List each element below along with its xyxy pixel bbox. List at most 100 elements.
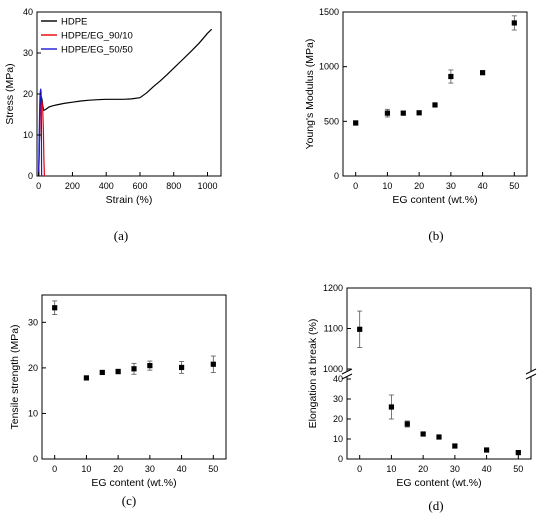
axis-break-slash: [341, 368, 353, 375]
y-axis-label: Young's Modulus (MPa): [304, 39, 316, 150]
data-point: [420, 431, 426, 437]
x-axis-label: EG content (wt.%): [91, 477, 176, 489]
data-point: [400, 110, 406, 116]
axis-break-slash: [525, 373, 537, 380]
y-tick-label: 10: [333, 434, 343, 444]
data-point: [452, 443, 458, 449]
legend-entry: HDPE/EG_50/50: [61, 45, 133, 56]
data-point: [479, 70, 486, 76]
x-tick-label: 200: [65, 181, 80, 191]
y-tick-label: 1200: [323, 283, 343, 293]
y-tick-label: 0: [28, 171, 33, 181]
x-tick-label: 10: [382, 181, 392, 191]
y-tick-label: 10: [28, 408, 38, 418]
panel-caption: (a): [114, 228, 128, 243]
y-tick-label: 10: [23, 130, 33, 140]
panel-caption: (b): [428, 228, 443, 243]
panel-c: 0 10 20 30 40 50 EG content (wt.%) 0 10 20 30 Tensi…: [9, 294, 227, 508]
data-point: [210, 361, 216, 367]
y-tick-label: 30: [23, 48, 33, 58]
y-tick-label: 1500: [319, 7, 339, 17]
y-tick-label: 500: [324, 116, 339, 126]
y-tick-label: 1000: [323, 364, 343, 374]
panel-caption: (c): [122, 493, 136, 508]
x-tick-label: 50: [509, 181, 519, 191]
x-tick-label: 40: [482, 464, 492, 474]
x-tick-label: 20: [113, 464, 123, 474]
data-point: [388, 404, 395, 410]
x-tick-label: 10: [81, 464, 91, 474]
x-tick-label: 0: [52, 464, 57, 474]
data-point: [52, 305, 58, 311]
y-tick-label: 40: [333, 374, 343, 384]
data-point: [416, 110, 422, 116]
x-tick-label: 600: [132, 181, 147, 191]
panel-b: 0 10 20 30 40 50 EG content (wt.%) 0 500 1000 1500…: [304, 7, 528, 243]
data-point: [515, 450, 521, 456]
axis-break-slash: [525, 368, 537, 375]
y-axis-label: Elongation at break (%): [307, 319, 319, 429]
y-tick-label: 0: [338, 454, 343, 464]
plot-frame: [346, 287, 532, 460]
x-tick-label: 20: [418, 464, 428, 474]
x-tick-label: 0: [36, 181, 41, 191]
y-tick-label: 40: [23, 7, 33, 17]
data-point: [511, 20, 517, 26]
x-axis-label: Strain (%): [106, 194, 153, 206]
data-point: [131, 366, 137, 372]
series-line: [38, 28, 213, 177]
x-tick-label: 30: [446, 181, 456, 191]
plot-frame: [41, 294, 227, 460]
x-tick-label: 30: [450, 464, 460, 474]
x-tick-label: 50: [208, 464, 218, 474]
data-point: [436, 434, 442, 440]
axis-break: [341, 368, 537, 380]
panel-caption: (d): [428, 498, 443, 513]
y-tick-label: 20: [333, 414, 343, 424]
y-tick-label: 20: [23, 89, 33, 99]
panel-a: 0 200 400 600 800 1000 Strain (%) 0 10 20 30 40 Stre…: [4, 7, 222, 243]
axis-break-slash: [341, 373, 353, 380]
y-axis-label: Tensile strength (MPa): [9, 324, 21, 429]
x-tick-label: 10: [386, 464, 396, 474]
data-point: [83, 375, 90, 381]
data-point: [483, 447, 490, 453]
y-tick-label: 30: [333, 394, 343, 404]
data-point: [147, 363, 153, 369]
data-point: [432, 102, 438, 108]
x-tick-label: 30: [145, 464, 155, 474]
data-point: [99, 369, 105, 376]
data-point: [448, 73, 454, 80]
data-point: [384, 110, 391, 116]
data-point: [357, 326, 363, 332]
legend-entry: HDPE: [61, 17, 87, 28]
x-tick-label: 40: [177, 464, 187, 474]
legend: HDPE HDPE/EG_90/10 HDPE/EG_50/50: [41, 17, 133, 56]
y-tick-label: 0: [334, 171, 339, 181]
y-tick-label: 0: [33, 454, 38, 464]
x-tick-label: 0: [357, 464, 362, 474]
x-tick-label: 0: [353, 181, 358, 191]
x-axis-label: EG content (wt.%): [396, 477, 481, 489]
y-tick-label: 20: [28, 363, 38, 373]
legend-entry: HDPE/EG_90/10: [61, 31, 133, 42]
data-point: [404, 421, 410, 427]
panel-d: 0 10 20 30 40 50 EG content (wt.%) 1000 1100 1200…: [307, 283, 537, 513]
x-tick-label: 50: [513, 464, 523, 474]
x-tick-label: 40: [478, 181, 488, 191]
y-tick-label: 1000: [319, 62, 339, 72]
x-tick-label: 400: [99, 181, 114, 191]
x-tick-label: 20: [414, 181, 424, 191]
plot-frame: [342, 11, 528, 177]
axis-break-gap: [341, 371, 353, 377]
y-tick-label: 30: [28, 317, 38, 327]
axis-break-gap: [525, 371, 537, 377]
y-tick-label: 1100: [324, 324, 343, 334]
x-tick-label: 800: [166, 181, 181, 191]
x-tick-label: 1000: [197, 181, 217, 191]
data-point: [353, 120, 359, 126]
y-axis-label: Stress (MPa): [4, 63, 16, 124]
x-axis-label: EG content (wt.%): [392, 194, 477, 206]
data-point: [178, 364, 185, 371]
